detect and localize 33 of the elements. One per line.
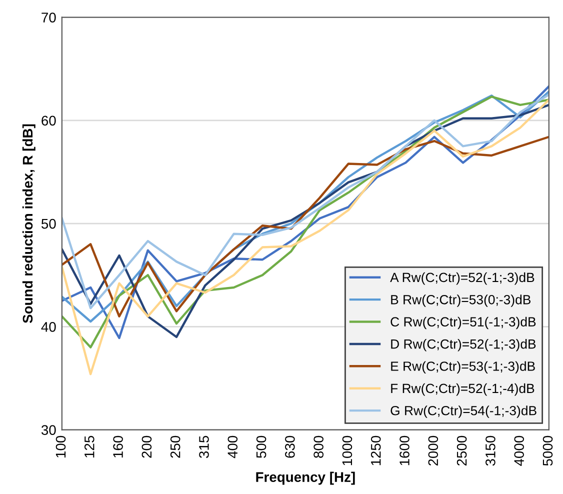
legend-label: B Rw(C;Ctr)=53(0;-3)dB — [391, 294, 531, 307]
x-tick-label: 1250 — [370, 436, 381, 466]
legend-label: F Rw(C;Ctr)=52(-1;-4)dB — [391, 383, 534, 396]
y-tick-label: 50 — [41, 218, 56, 229]
y-axis-title: Sound reduction index, R [dB] — [22, 124, 36, 324]
legend-label: G Rw(C;Ctr)=54(-1;-3)dB — [390, 406, 536, 418]
x-tick-label: 4000 — [514, 436, 524, 466]
y-tick-label: 30 — [41, 425, 56, 435]
legend-label: A Rw(C;Ctr)=52(-1;-3)dB — [390, 272, 534, 285]
legend-label: E Rw(C;Ctr)=53(-1;-3)dB — [391, 361, 535, 374]
x-tick-label: 2000 — [428, 436, 438, 466]
x-tick-label: 3150 — [486, 436, 496, 466]
x-tick-label: 2500 — [456, 436, 467, 466]
x-tick-label: 1000 — [342, 436, 352, 466]
x-tick-label: 5000 — [542, 436, 553, 466]
x-tick-label: 800 — [314, 436, 324, 458]
x-tick-label: 630 — [284, 436, 295, 458]
x-tick-label: 400 — [228, 436, 238, 458]
y-tick-label: 60 — [42, 116, 56, 126]
y-tick-label: 40 — [41, 322, 56, 332]
x-tick-label: 1600 — [400, 436, 410, 466]
x-tick-label: 125 — [84, 436, 94, 458]
x-tick-label: 315 — [199, 436, 209, 458]
x-axis-title: Frequency [Hz] — [256, 472, 355, 485]
legend-label: D Rw(C;Ctr)=52(-1;-3)dB — [391, 339, 536, 352]
x-tick-label: 160 — [113, 436, 123, 458]
legend-label: C Rw(C;Ctr)=51(-1;-3)dB — [390, 316, 536, 330]
y-tick-label: 70 — [42, 12, 56, 22]
x-tick-label: 500 — [256, 436, 266, 458]
x-tick-label: 100 — [56, 436, 66, 458]
x-tick-label: 250 — [170, 436, 180, 458]
line-series — [62, 136, 549, 318]
x-tick-label: 200 — [142, 436, 152, 458]
